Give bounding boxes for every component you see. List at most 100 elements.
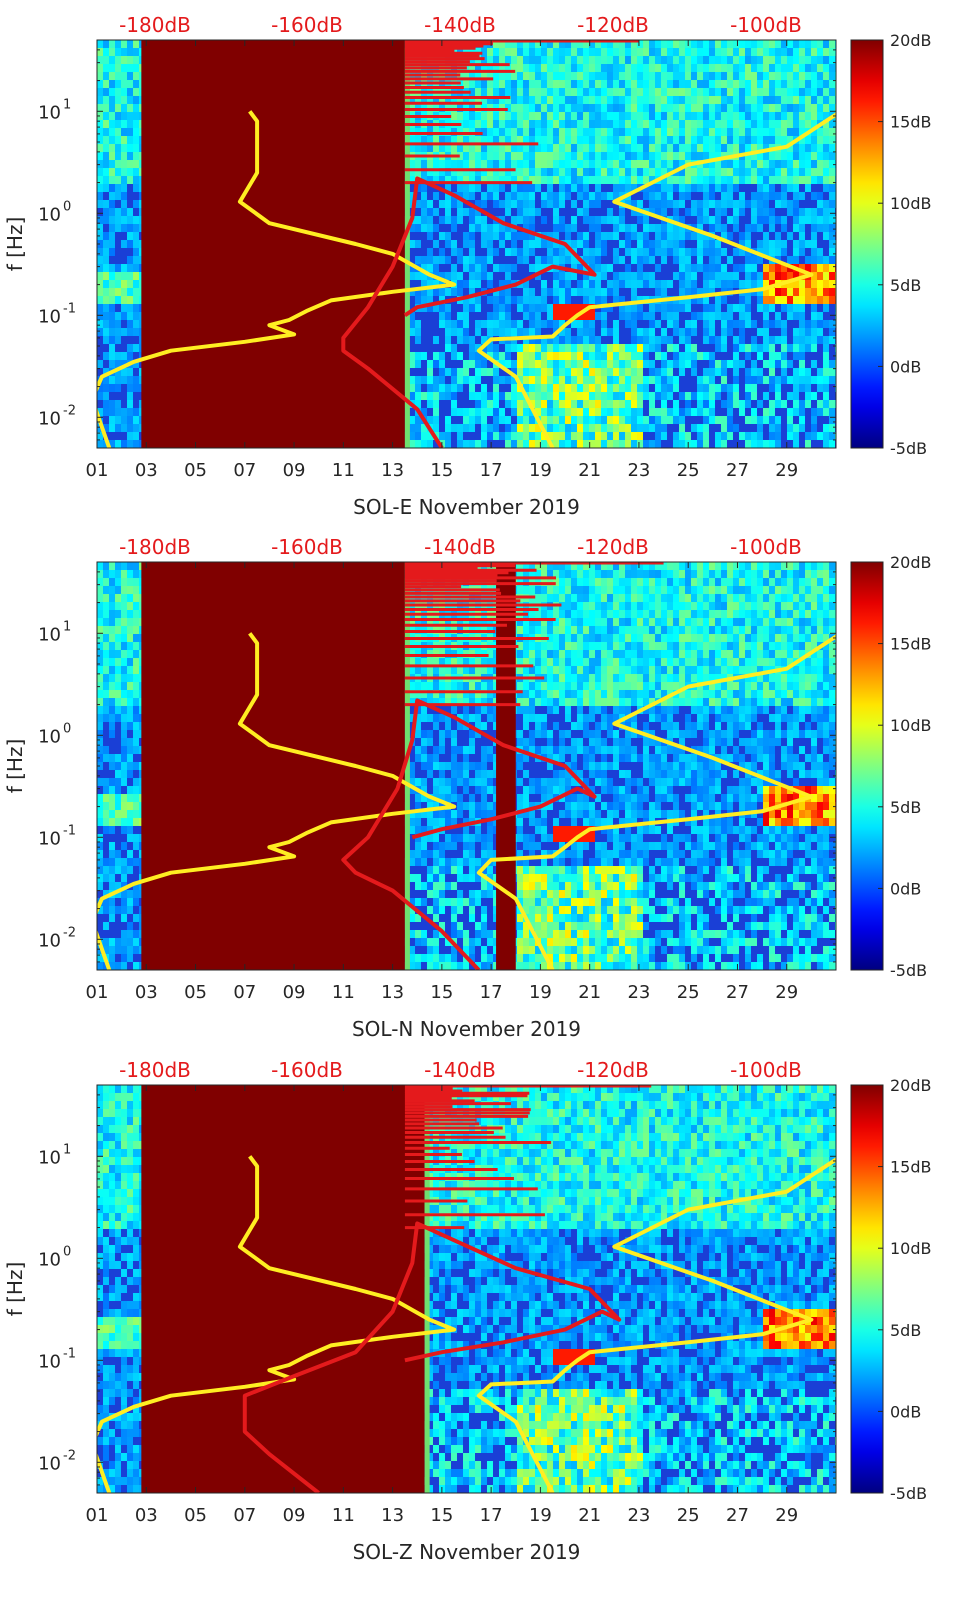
colorbar [850, 39, 884, 449]
curve-3 [242, 1221, 622, 1493]
x-tick-label: 21 [578, 460, 601, 481]
x-tick-label: 19 [529, 460, 552, 481]
x-tick-label: 13 [381, 982, 404, 1003]
spectrogram-image [97, 40, 836, 448]
curves [97, 110, 836, 448]
gap-edge-strip [404, 562, 410, 970]
y-tick-exponent: -2 [63, 925, 76, 940]
x-axis-label: SOL-Z November 2019 [353, 1540, 581, 1564]
x-tick-label: 09 [283, 460, 306, 481]
top-axis-label: -160dB [271, 1058, 343, 1082]
top-axis-label: -120dB [577, 1058, 649, 1082]
x-tick-label: 23 [627, 982, 650, 1003]
gap-edge-strip [424, 1085, 430, 1493]
colorbar-tick-label: 0dB [890, 879, 921, 898]
y-tick-exponent: 1 [63, 97, 71, 112]
data-gap-1 [141, 40, 405, 448]
x-tick-label: 01 [86, 982, 109, 1003]
curve-2 [476, 112, 836, 448]
y-tick-exponent: 1 [63, 1142, 71, 1157]
y-tick-label: 10 [38, 930, 61, 951]
spectrogram-image [97, 562, 836, 970]
x-tick-label: 17 [480, 982, 503, 1003]
x-tick-label: 11 [332, 1505, 355, 1526]
y-tick-exponent: -2 [63, 1448, 76, 1463]
x-tick-label: 07 [233, 1505, 256, 1526]
x-tick-label: 19 [529, 1505, 552, 1526]
x-tick-label: 15 [430, 982, 453, 1003]
curve-1 [97, 110, 457, 448]
x-axis-label: SOL-E November 2019 [353, 495, 580, 519]
x-tick-label: 07 [233, 460, 256, 481]
top-axis-label: -180dB [119, 1058, 191, 1082]
y-tick-exponent: 0 [63, 1244, 71, 1259]
x-tick-label: 09 [283, 1505, 306, 1526]
colorbar-tick-label: 10dB [890, 1239, 932, 1258]
colorbar-tick-label: -5dB [890, 439, 927, 458]
x-tick-label: 13 [381, 460, 404, 481]
colorbar-tick-label: 5dB [890, 798, 921, 817]
y-tick-exponent: -1 [63, 1346, 76, 1361]
x-tick-label: 17 [480, 460, 503, 481]
x-tick-label: 29 [775, 1505, 798, 1526]
y-tick-label: 10 [38, 102, 61, 123]
y-tick-exponent: -1 [63, 823, 76, 838]
gap-edge-strip [404, 40, 410, 448]
x-tick-label: 11 [332, 982, 355, 1003]
top-axis-label: -140dB [424, 13, 496, 37]
y-tick-label: 10 [38, 1453, 61, 1474]
x-tick-label: 01 [86, 460, 109, 481]
x-tick-label: 03 [135, 982, 158, 1003]
x-tick-label: 27 [726, 1505, 749, 1526]
x-tick-label: 13 [381, 1505, 404, 1526]
x-tick-label: 05 [184, 982, 207, 1003]
panel-3: 01 03 05 07 09 11 13 15 17 19 21 23 25 27 2910-210-110… [3, 1058, 932, 1564]
y-tick-label: 10 [38, 1249, 61, 1270]
top-axis-label: -100dB [730, 1058, 802, 1082]
x-tick-label: 23 [627, 460, 650, 481]
x-tick-label: 21 [578, 982, 601, 1003]
curves [97, 1155, 836, 1493]
x-tick-label: 09 [283, 982, 306, 1003]
panel-1: 01 03 05 07 09 11 13 15 17 19 21 23 25 27 2910-210-110… [3, 13, 932, 519]
x-tick-label: 17 [480, 1505, 503, 1526]
curve-1 [97, 632, 457, 970]
top-axis-label: -100dB [730, 535, 802, 559]
data-gap-1 [141, 1085, 425, 1493]
y-tick-label: 10 [38, 624, 61, 645]
colorbar-tick-label: 15dB [890, 635, 932, 654]
y-tick-label: 10 [38, 204, 61, 225]
colorbar-tick-label: 20dB [890, 553, 932, 572]
top-axis-label: -120dB [577, 13, 649, 37]
y-tick-exponent: 0 [63, 721, 71, 736]
y-axis-label: f [Hz] [3, 217, 27, 272]
colorbar [850, 561, 884, 971]
curve-3 [341, 698, 597, 970]
colorbar-tick-label: 5dB [890, 1321, 921, 1340]
x-tick-label: 25 [677, 460, 700, 481]
x-tick-label: 07 [233, 982, 256, 1003]
y-tick-exponent: -2 [63, 403, 76, 418]
data-gap-2 [496, 562, 516, 970]
top-axis-label: -140dB [424, 1058, 496, 1082]
x-tick-label: 23 [627, 1505, 650, 1526]
y-tick-label: 10 [38, 306, 61, 327]
y-axis-label: f [Hz] [3, 1262, 27, 1317]
colorbar-tick-label: 20dB [890, 31, 932, 50]
top-axis-label: -100dB [730, 13, 802, 37]
y-tick-label: 10 [38, 1147, 61, 1168]
colorbar-tick-label: 0dB [890, 357, 921, 376]
panel-2: 01 03 05 07 09 11 13 15 17 19 21 23 25 27 2910-210-110… [3, 535, 932, 1041]
top-axis-label: -140dB [424, 535, 496, 559]
x-tick-label: 03 [135, 460, 158, 481]
x-tick-label: 27 [726, 460, 749, 481]
spectrogram-image [97, 1085, 836, 1493]
x-tick-label: 29 [775, 982, 798, 1003]
curve-2 [476, 1157, 836, 1493]
colorbar-tick-label: 15dB [890, 113, 932, 132]
colorbar-tick-label: 20dB [890, 1076, 932, 1095]
colorbar-tick-label: 5dB [890, 276, 921, 295]
x-tick-label: 19 [529, 982, 552, 1003]
y-tick-exponent: -1 [63, 301, 76, 316]
x-tick-label: 21 [578, 1505, 601, 1526]
